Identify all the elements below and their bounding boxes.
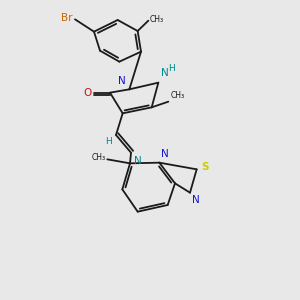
Text: H: H: [168, 64, 175, 73]
Text: S: S: [202, 162, 209, 172]
Text: O: O: [83, 88, 91, 98]
Text: N: N: [118, 76, 125, 86]
Text: CH₃: CH₃: [91, 153, 105, 162]
Text: H: H: [105, 137, 112, 146]
Text: N: N: [134, 156, 142, 166]
Text: N: N: [192, 195, 200, 205]
Text: N: N: [161, 149, 169, 159]
Text: Br: Br: [61, 13, 73, 23]
Text: CH₃: CH₃: [170, 91, 184, 100]
Text: N: N: [161, 68, 169, 78]
Text: CH₃: CH₃: [149, 15, 164, 24]
